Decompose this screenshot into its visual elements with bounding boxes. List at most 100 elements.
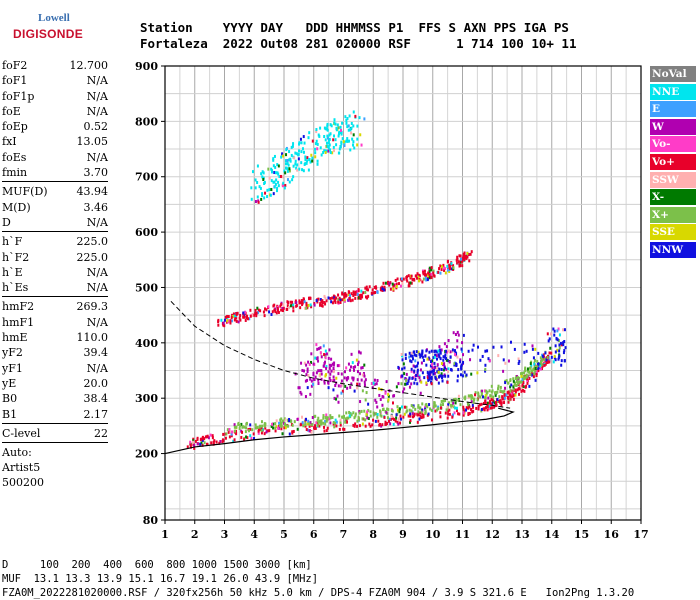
param-value: N/A [86, 104, 108, 118]
data-point [378, 393, 381, 397]
data-point [272, 158, 275, 162]
data-point [405, 372, 408, 376]
data-point [417, 405, 420, 409]
data-point [455, 409, 458, 413]
data-point [390, 414, 393, 418]
data-point [322, 416, 325, 420]
data-point [429, 370, 432, 374]
data-point [320, 300, 323, 304]
data-point [405, 410, 408, 414]
data-point [533, 362, 536, 366]
data-point [477, 394, 480, 398]
data-point [484, 396, 487, 400]
data-point [340, 142, 343, 146]
data-point [495, 404, 498, 408]
data-point [360, 289, 363, 293]
data-point [304, 395, 307, 399]
data-point [257, 308, 260, 312]
data-point [366, 296, 369, 300]
data-point [226, 314, 229, 318]
data-point [282, 181, 285, 185]
data-point [280, 424, 283, 428]
data-point [501, 395, 504, 399]
data-point [448, 412, 451, 416]
data-point [311, 423, 314, 427]
data-point [237, 422, 240, 426]
data-point [456, 355, 459, 359]
data-point [433, 401, 436, 405]
data-point [347, 293, 350, 297]
data-point [500, 401, 503, 405]
data-point [332, 421, 335, 425]
data-point [381, 285, 384, 289]
data-point [337, 134, 340, 138]
data-point [542, 357, 545, 361]
ionospheric-parameters-panel: foF2 12.700 foF1 N/A foF1p N/A foE N/A foEp 0.52 f… [2, 58, 108, 490]
data-point [428, 270, 431, 274]
data-point [337, 298, 340, 302]
data-point [327, 370, 330, 374]
data-point [349, 148, 352, 152]
data-point [408, 281, 411, 285]
data-point [230, 432, 233, 436]
data-point [305, 428, 308, 432]
data-point [521, 378, 524, 382]
data-point [477, 393, 480, 397]
data-point [386, 416, 389, 420]
data-point [278, 421, 281, 425]
data-point [387, 408, 390, 412]
data-point [363, 383, 366, 387]
data-point [323, 294, 326, 298]
data-point [348, 410, 351, 414]
data-point [452, 331, 455, 335]
data-point [390, 409, 393, 413]
data-point [302, 135, 305, 139]
data-point [442, 399, 445, 403]
data-point [424, 276, 427, 280]
data-point [273, 171, 276, 175]
data-point [324, 138, 327, 142]
data-point [270, 312, 273, 316]
data-point [343, 292, 346, 296]
data-point [545, 361, 548, 365]
data-point [493, 405, 496, 409]
data-point [439, 415, 442, 419]
data-point [420, 380, 423, 384]
data-point [535, 371, 538, 375]
data-point [381, 403, 384, 407]
data-point [504, 381, 507, 385]
data-point [558, 349, 561, 353]
param-label: hmF2 [2, 300, 35, 314]
data-point [320, 153, 323, 157]
data-point [358, 424, 361, 428]
data-point [317, 369, 320, 373]
data-point [299, 390, 302, 394]
data-point [354, 365, 357, 369]
data-point [457, 368, 460, 372]
data-point [362, 371, 365, 375]
data-point [322, 151, 325, 155]
data-point [385, 380, 388, 384]
data-point [397, 422, 400, 426]
data-point [430, 377, 433, 381]
data-point [354, 412, 357, 416]
param-row: foEp 0.52 [2, 119, 108, 134]
data-point [267, 305, 270, 309]
data-point [445, 367, 448, 371]
data-point [260, 197, 263, 201]
param-row: yF2 39.4 [2, 345, 108, 360]
data-point [322, 344, 325, 348]
data-point [447, 370, 450, 374]
data-point [417, 404, 420, 408]
data-point [484, 401, 487, 405]
data-point [205, 442, 208, 446]
data-point [354, 296, 357, 300]
data-point [220, 318, 223, 322]
data-point [284, 159, 287, 163]
data-point [331, 362, 334, 366]
data-point [327, 381, 330, 385]
data-point [465, 256, 468, 260]
data-point [300, 299, 303, 303]
data-point [243, 425, 246, 429]
data-point [408, 355, 411, 359]
